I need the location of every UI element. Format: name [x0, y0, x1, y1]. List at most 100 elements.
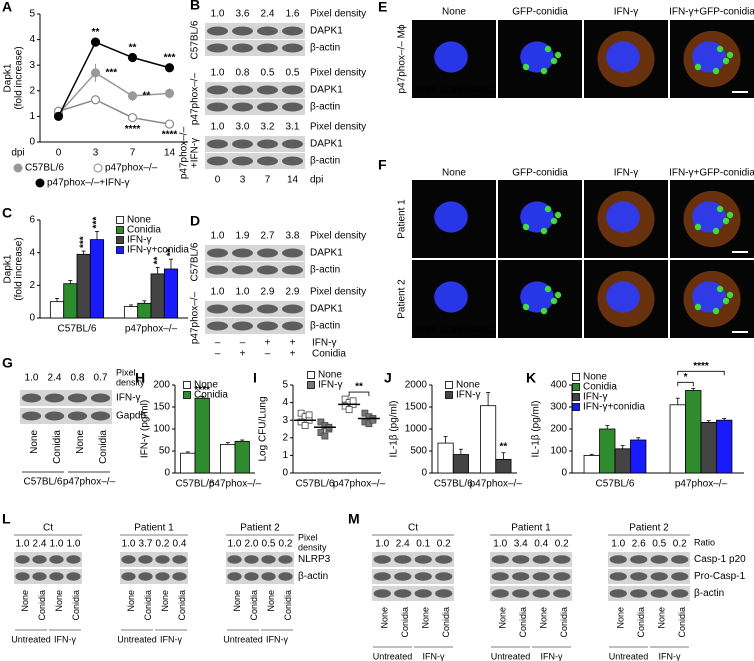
point	[341, 402, 349, 410]
blot-band	[138, 555, 153, 564]
blot	[205, 318, 305, 334]
blot-band	[650, 572, 668, 581]
treatment-label: Untreated	[223, 634, 263, 644]
group-title: Patient 2	[629, 523, 669, 534]
blot-band	[172, 572, 187, 581]
lane-label: None	[54, 590, 64, 612]
bar	[89, 239, 105, 319]
pixel-density: 0.7	[94, 373, 108, 384]
blot	[490, 586, 572, 601]
y-tick-label: 0	[561, 468, 567, 479]
row-label: p47phox–/– Mϕ	[397, 24, 408, 93]
bar	[700, 421, 717, 474]
blot-band	[207, 85, 228, 95]
pixel-density: 0.5	[652, 539, 666, 550]
pixel-density: 3.8	[286, 231, 300, 242]
blot-band	[257, 139, 278, 149]
blot-band	[232, 139, 253, 149]
condition-mark: –	[265, 349, 271, 360]
group-title: Patient 1	[134, 523, 174, 534]
pixel-density: 0.4	[534, 539, 548, 550]
point	[305, 411, 313, 419]
bar	[480, 405, 497, 474]
stain-label: DAPI	[415, 324, 436, 334]
y-tick-label: 150	[153, 402, 170, 413]
marker	[164, 63, 175, 73]
significance: *	[684, 372, 688, 383]
blot-band	[44, 393, 65, 403]
blot-band	[650, 589, 668, 598]
legend-swatch	[116, 246, 124, 254]
legend-marker	[13, 163, 23, 173]
stain-label: DAPK1	[465, 84, 495, 94]
nucleus	[434, 201, 468, 233]
x-tick-label: 3	[93, 148, 99, 159]
y-axis-label: IFN-γ (pg/ml)	[140, 400, 151, 458]
y-tick-label: 1500	[405, 402, 428, 413]
legend-label: p47phox–/–+IFN-γ	[47, 178, 130, 189]
pixel-density: 1.0	[67, 539, 81, 550]
nucleus	[606, 201, 640, 233]
blot	[20, 408, 112, 424]
conidium	[554, 211, 562, 219]
blot-band	[207, 102, 228, 112]
blot-band	[15, 572, 30, 581]
row-label: Patient 1	[397, 199, 408, 239]
y-tick-label: 0	[421, 468, 427, 479]
panel-label: B	[190, 0, 200, 13]
row-label: p47phox–/–	[190, 72, 201, 125]
blot-band	[207, 26, 228, 36]
y-tick-label: 1	[29, 111, 35, 122]
blot-band	[66, 555, 81, 564]
pixel-density: 0.8	[71, 373, 85, 384]
conidium	[544, 205, 552, 213]
x-axis-label: dpi	[11, 148, 24, 159]
x-tick-label: p47phox–/–	[675, 479, 728, 490]
legend-swatch	[307, 371, 315, 379]
pixel-density: 3.4	[514, 539, 528, 550]
conidium	[716, 205, 724, 213]
bar	[163, 268, 179, 319]
blot-band	[121, 555, 136, 564]
legend-label: None	[194, 380, 218, 391]
blot-band	[609, 589, 627, 598]
condition-label: Conidia	[312, 349, 346, 360]
marker	[127, 91, 138, 101]
density-label: Pixel density	[310, 122, 366, 133]
band-label: DAPK1	[310, 85, 343, 96]
legend-swatch	[572, 383, 580, 391]
blot	[372, 586, 454, 601]
panel-label: K	[526, 370, 536, 386]
blot-band	[257, 304, 278, 314]
blot-band	[630, 572, 648, 581]
blot-band	[232, 85, 253, 95]
conidium	[722, 217, 730, 225]
significance-bracket	[348, 391, 370, 397]
y-tick-label: 6	[29, 215, 35, 226]
blot-band	[282, 156, 303, 166]
conidium	[694, 63, 702, 71]
y-tick-label: 500	[410, 446, 427, 457]
group-title: Patient 2	[240, 523, 280, 534]
legend-swatch	[183, 391, 191, 399]
pixel-density: 1.0	[228, 539, 242, 550]
lane-label: Conidia	[518, 607, 528, 638]
group-label: p47phox–/–	[63, 477, 116, 488]
pixel-density: 2.6	[632, 539, 646, 550]
blot	[205, 82, 305, 98]
blot-band	[244, 555, 259, 564]
pixel-density: 0.2	[673, 539, 687, 550]
row-label: p47phox–/–	[179, 126, 190, 179]
pixel-density: 1.0	[211, 231, 225, 242]
blot	[14, 569, 82, 584]
blot-band	[282, 139, 303, 149]
significance: **	[129, 42, 137, 53]
x-tick-label: C57BL/6	[296, 479, 335, 490]
x-tick-label: 0	[56, 148, 62, 159]
blot	[205, 23, 305, 39]
lane-label: Conidia	[37, 590, 47, 621]
pixel-density: 2.7	[261, 231, 275, 242]
blot-band	[207, 265, 228, 275]
pixel-density: 2.4	[396, 539, 410, 550]
